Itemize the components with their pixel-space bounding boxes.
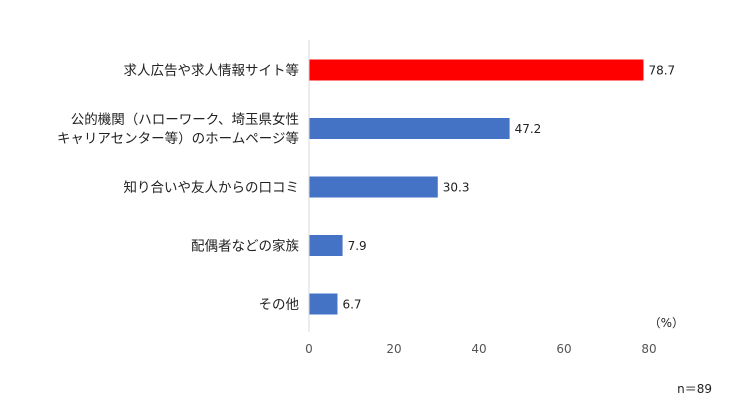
category-label: 配偶者などの家族 <box>191 238 299 255</box>
unit-label: （%） <box>649 316 684 330</box>
bar <box>309 293 338 315</box>
category-label: 求人広告や求人情報サイト等 <box>124 62 300 79</box>
bar <box>309 59 644 81</box>
category-label: キャリアセンター等）のホームページ等 <box>57 130 299 147</box>
x-tick-label: 40 <box>471 342 486 356</box>
category-label: 知り合いや友人からの口コミ <box>124 179 300 196</box>
category-labels-group: 求人広告や求人情報サイト等公的機関（ハローワーク、埼玉県女性キャリアセンター等）… <box>57 62 300 313</box>
value-label: 6.7 <box>342 298 361 312</box>
x-tick-labels-group: 0 20 40 60 80 <box>305 342 656 356</box>
bars-group <box>309 59 644 315</box>
bar <box>309 235 343 256</box>
value-label: 30.3 <box>443 181 470 195</box>
value-labels-group: 78.7 47.2 30.3 7.9 6.7 <box>342 64 675 312</box>
value-label: 47.2 <box>515 122 542 136</box>
category-label: 公的機関（ハローワーク、埼玉県女性 <box>71 111 299 128</box>
category-label: その他 <box>259 297 300 313</box>
sample-size-note: n＝89 <box>677 382 712 396</box>
x-tick-label: 80 <box>641 342 656 356</box>
x-tick-label: 0 <box>305 342 313 356</box>
value-label: 78.7 <box>648 64 675 78</box>
x-tick-label: 60 <box>556 342 571 356</box>
value-label: 7.9 <box>348 239 367 253</box>
x-tick-label: 20 <box>386 342 401 356</box>
bar <box>309 176 438 198</box>
bar <box>309 118 510 139</box>
